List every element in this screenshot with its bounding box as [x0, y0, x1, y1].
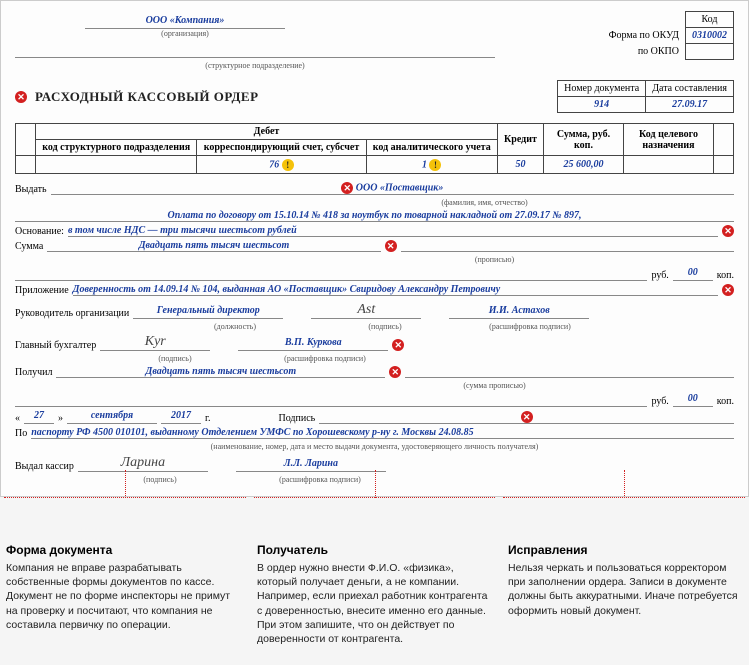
basis-value: Оплата по договору от 15.10.14 № 418 за … [15, 210, 734, 222]
head-signature: Ast [357, 302, 375, 318]
sum-sublabel: (прописью) [255, 255, 734, 264]
okud-value: 0310002 [686, 28, 734, 44]
error-icon: ✕ [341, 182, 353, 194]
docnum-table: Номер документа Дата составления 914 27.… [557, 80, 734, 113]
empty-col [16, 124, 36, 156]
sig-sublabel: (подпись) [330, 322, 440, 331]
warn-icon: ! [429, 159, 441, 171]
cashier-label: Выдал кассир [15, 461, 74, 472]
okud-label: Форма по ОКУД [603, 28, 686, 44]
accounting-table: Дебет Кредит Сумма, руб. коп. Код целево… [15, 123, 734, 174]
subdivision-line [15, 44, 495, 58]
issue-label: Выдать [15, 184, 47, 195]
issue-value: ООО «Поставщик» [356, 182, 444, 193]
annotation-text: Нельзя черкать и пользоваться корректоро… [508, 561, 743, 618]
date-month: сентября [67, 410, 157, 424]
basis-value2: в том числе НДС — три тысячи шестьсот ру… [68, 225, 718, 237]
received-value: Двадцать пять тысяч шестьсот [56, 366, 385, 378]
annotation-title: Получатель [257, 543, 492, 557]
error-icon: ✕ [389, 366, 401, 378]
empty-col2 [714, 124, 734, 156]
passport-value: паспорту РФ 4500 010101, выданному Отдел… [31, 427, 734, 439]
docdate-label: Дата составления [646, 81, 734, 97]
passport-sublabel: (наименование, номер, дата и место выдач… [15, 442, 734, 451]
annotation-col: Получатель В ордер нужно внести Ф.И.О. «… [257, 543, 492, 646]
credit-value: 50 [497, 156, 543, 174]
okpo-value [686, 44, 734, 60]
kop-label2: коп. [717, 396, 734, 407]
annotation-col: Форма документа Компания не вправе разра… [6, 543, 241, 646]
analytic-header: код аналитического учета [366, 140, 497, 156]
rub-label2: руб. [651, 396, 668, 407]
head-name: И.И. Астахов [449, 305, 589, 319]
struct-header: код структурного подразделения [36, 140, 197, 156]
name-sublabel: (расшифровка подписи) [250, 354, 400, 363]
received-label: Получил [15, 367, 52, 378]
attach-value: Доверенность от 14.09.14 № 104, выданная… [73, 284, 718, 296]
annotation-title: Исправления [508, 543, 743, 557]
sum-value: 25 600,00 [544, 156, 624, 174]
issue-sublabel: (фамилия, имя, отчество) [235, 198, 734, 207]
sign-label: Подпись [278, 413, 315, 424]
document-form: Код Форма по ОКУД 0310002 по ОКПО ООО «К… [0, 0, 749, 497]
code-label: Код [686, 12, 734, 28]
sumline-value: Двадцать пять тысяч шестьсот [47, 240, 380, 252]
chief-signature: Kyr [145, 334, 166, 350]
subdiv-sublabel: (структурное подразделение) [15, 61, 495, 70]
docnum-label: Номер документа [558, 81, 646, 97]
kop-value: 00 [673, 267, 713, 281]
error-icon: ✕ [722, 284, 734, 296]
okpo-label: по ОКПО [603, 44, 686, 60]
kop-label: коп. [717, 270, 734, 281]
sig-sublabel: (подпись) [95, 475, 225, 484]
annotation-text: В ордер нужно внести Ф.И.О. «физика», ко… [257, 561, 492, 646]
annotation-text: Компания не вправе разрабатывать собстве… [6, 561, 241, 632]
date-day: 27 [24, 410, 54, 424]
annotation-title: Форма документа [6, 543, 241, 557]
basis-label: Основание: [15, 226, 64, 237]
error-icon: ✕ [15, 91, 27, 103]
rub-label: руб. [651, 270, 668, 281]
pos-sublabel: (должность) [160, 322, 310, 331]
kop-value2: 00 [673, 393, 713, 407]
date-year: 2017 [161, 410, 201, 424]
annotation-row: Форма документа Компания не вправе разра… [0, 525, 749, 656]
head-label: Руководитель организации [15, 308, 129, 319]
cashier-name: Л.Л. Ларина [236, 458, 386, 472]
debit-header: Дебет [36, 124, 498, 140]
warn-icon: ! [282, 159, 294, 171]
cashier-signature: Ларина [121, 455, 165, 471]
head-position: Генеральный директор [133, 305, 283, 319]
received-sublabel: (сумма прописью) [255, 381, 734, 390]
org-sublabel: (организация) [15, 29, 355, 38]
date-g: г. [205, 413, 210, 424]
error-icon: ✕ [521, 411, 533, 423]
corr-header: корреспондирующий счет, субсчет [197, 140, 366, 156]
sum-header: Сумма, руб. коп. [544, 124, 624, 156]
corr-value: 76 [269, 159, 279, 170]
analytic-value: 1 [422, 159, 427, 170]
annotation-col: Исправления Нельзя черкать и пользоватьс… [508, 543, 743, 646]
attach-label: Приложение [15, 285, 69, 296]
connector-lines [0, 497, 749, 525]
docnum-value: 914 [558, 97, 646, 113]
name-sublabel: (расшифровка подписи) [245, 475, 395, 484]
company-name: ООО «Компания» [85, 15, 285, 29]
sig-sublabel: (подпись) [120, 354, 230, 363]
chief-name: В.П. Куркова [238, 337, 388, 351]
code-boxes: Код Форма по ОКУД 0310002 по ОКПО [603, 11, 734, 60]
credit-header: Кредит [497, 124, 543, 156]
po-label: По [15, 428, 27, 439]
target-header: Код целевого назначения [624, 124, 714, 156]
chief-label: Главный бухгалтер [15, 340, 96, 351]
error-icon: ✕ [392, 339, 404, 351]
error-icon: ✕ [385, 240, 397, 252]
sumline-label: Сумма [15, 241, 43, 252]
form-title: РАСХОДНЫЙ КАССОВЫЙ ОРДЕР [35, 89, 259, 105]
error-icon: ✕ [722, 225, 734, 237]
name-sublabel: (расшифровка подписи) [460, 322, 600, 331]
docdate-value: 27.09.17 [646, 97, 734, 113]
